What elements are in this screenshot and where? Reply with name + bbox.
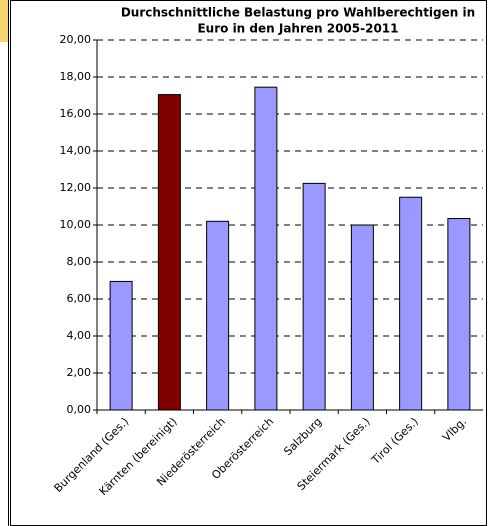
y-tick-label: 2,00 <box>67 366 92 379</box>
bar <box>109 280 133 411</box>
y-tick-label: 4,00 <box>67 329 92 342</box>
bar <box>206 220 230 411</box>
y-tick-label: 18,00 <box>60 70 92 83</box>
y-tick-label: 12,00 <box>60 181 92 194</box>
y-tick-label: 16,00 <box>60 107 92 120</box>
bar <box>447 218 471 411</box>
y-tick-label: 10,00 <box>60 218 92 231</box>
y-tick-label: 20,00 <box>60 33 92 46</box>
y-tick-label: 8,00 <box>67 255 92 268</box>
chart-title: Euro in den Jahren 2005-2011 <box>197 22 398 36</box>
bar <box>399 196 423 411</box>
bar <box>302 182 326 411</box>
y-tick-label: 14,00 <box>60 144 92 157</box>
cell-highlight <box>0 0 8 42</box>
y-tick-label: 0,00 <box>67 403 92 416</box>
chart-title: Durchschnittliche Belastung pro Wahlbere… <box>121 6 475 20</box>
bar <box>157 94 181 411</box>
bar <box>350 224 374 411</box>
y-tick-label: 6,00 <box>67 292 92 305</box>
bar <box>254 86 278 411</box>
